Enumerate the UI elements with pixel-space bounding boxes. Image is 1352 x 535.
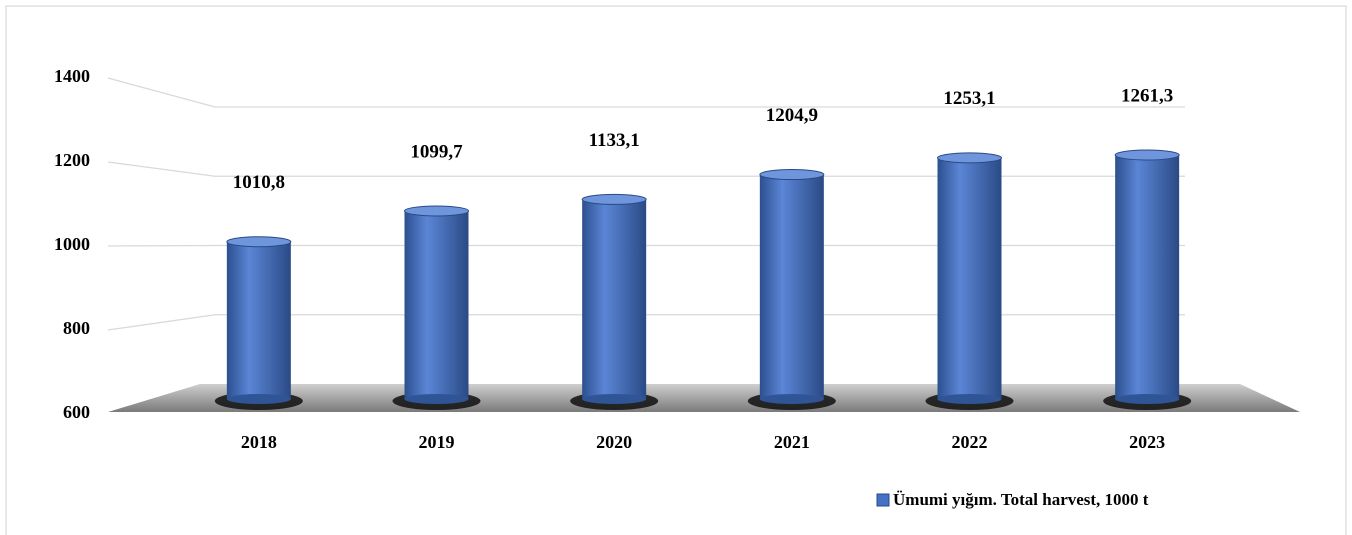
value-label: 1204,9: [766, 105, 818, 126]
y-tick-label: 1400: [54, 66, 90, 86]
bar: [759, 174, 824, 399]
value-label: 1010,8: [233, 172, 285, 193]
value-label: 1099,7: [410, 141, 463, 162]
x-tick-label: 2022: [952, 432, 988, 452]
bar-bottom: [937, 394, 1002, 404]
x-tick-label: 2019: [419, 432, 455, 452]
legend-swatch: [876, 493, 890, 507]
grid-line: [107, 314, 1185, 331]
grid-line: [107, 77, 1185, 108]
value-label: 1253,1: [943, 88, 995, 109]
value-label: 1133,1: [589, 130, 640, 151]
grid: [107, 77, 1185, 331]
bar: [1115, 155, 1180, 399]
grid-line: [107, 161, 1185, 177]
y-tick-label: 1200: [54, 150, 90, 170]
bar-top: [759, 169, 825, 181]
bar-top: [937, 152, 1002, 164]
y-tick-label: 800: [63, 318, 90, 338]
bar: [404, 210, 469, 399]
value-label: 1261,3: [1121, 85, 1173, 106]
x-tick-label: 2020: [596, 432, 632, 452]
y-tick-label: 600: [63, 402, 90, 422]
grid-line: [107, 244, 1185, 247]
bar-top: [404, 205, 469, 217]
x-tick-label: 2018: [241, 432, 277, 452]
bar-bottom: [404, 394, 469, 404]
bar-bottom: [582, 394, 647, 404]
x-tick-label: 2023: [1129, 432, 1165, 452]
bar: [937, 157, 1002, 399]
bar: [582, 199, 647, 399]
x-tick-label: 2021: [774, 432, 810, 452]
bar-bottom: [1115, 394, 1180, 404]
plot: [214, 149, 1192, 410]
bar-top: [1114, 149, 1180, 161]
bar-top: [581, 193, 647, 205]
bar-bottom: [226, 394, 291, 404]
y-tick-label: 1000: [54, 234, 90, 254]
legend-label: Ümumi yığım. Total harvest, 1000 t: [893, 490, 1149, 509]
bar-top: [226, 236, 292, 248]
bar: [226, 241, 291, 399]
bar-bottom: [759, 394, 824, 404]
